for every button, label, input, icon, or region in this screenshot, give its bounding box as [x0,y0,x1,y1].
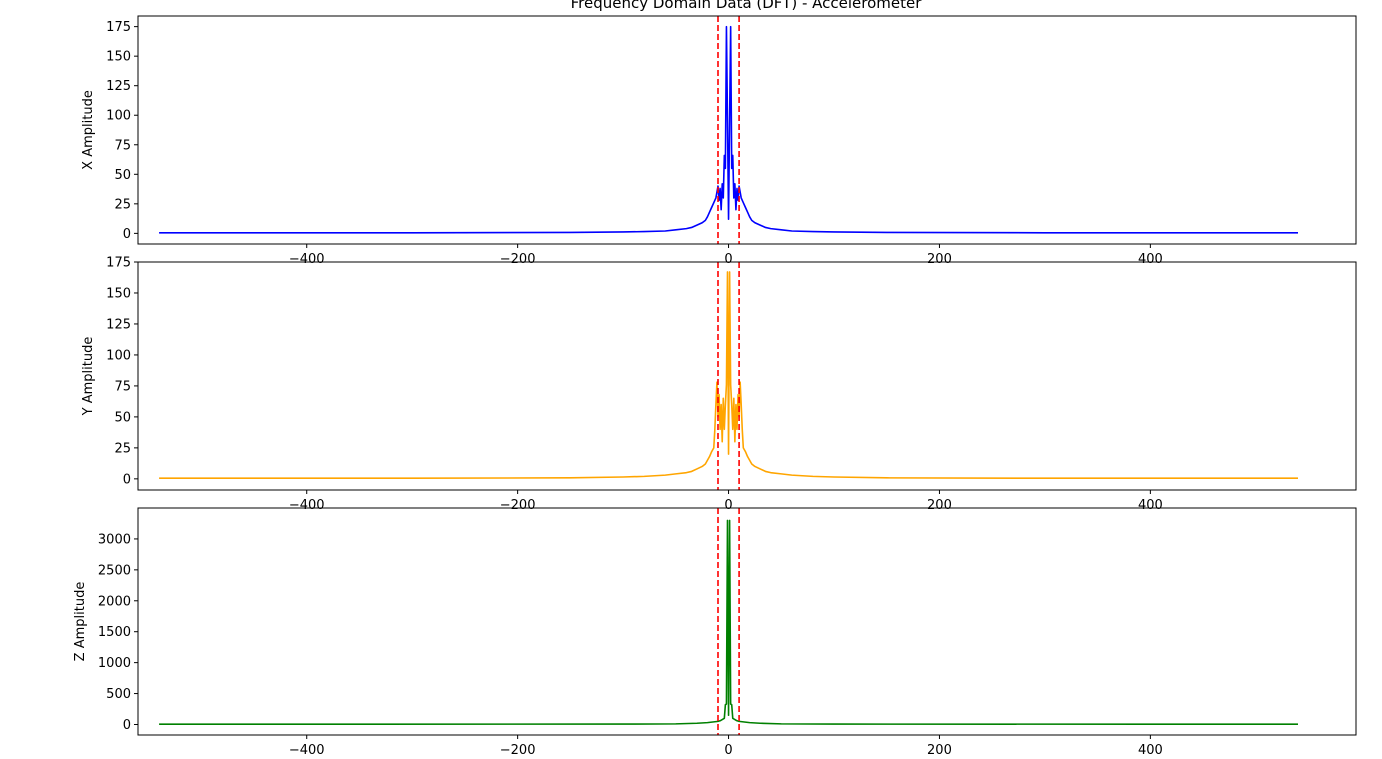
y-axis-label-1: X Amplitude [81,90,96,170]
y-tick-label: 1000 [98,656,131,671]
x-tick-label: 200 [927,743,952,758]
y-tick-label: 25 [114,197,131,212]
y-tick-label: 2000 [98,594,131,609]
panel-1: 0 25 50 75 100 125 150 175 −400 −200 0 200 400 X Ampl… [81,15,1357,267]
y-tick-label: 0 [123,718,131,733]
x-tick-label: 200 [927,498,952,513]
y-tick-label: 3000 [98,532,131,547]
x-tick-label: 400 [1138,743,1163,758]
x-tick-label: −200 [500,498,536,513]
y-tick-label: 100 [106,348,131,363]
panel-2: 0 25 50 75 100 125 150 175 −400 −200 0 200 400 Y Ampl… [81,256,1357,513]
x-tick-label: 400 [1138,498,1163,513]
y-tick-label: 0 [123,472,131,487]
panels-container: 0 25 50 75 100 125 150 175 −400 −200 0 200 400 X Ampl… [73,15,1357,758]
y-tick-label: 125 [106,317,131,332]
x-tick-label: −400 [289,498,325,513]
y-tick-label: 150 [106,50,131,65]
y-tick-label: 125 [106,79,131,94]
y-tick-label: 75 [114,379,131,394]
y-tick-label: 25 [114,441,131,456]
x-tick-label: 0 [724,252,732,267]
y-tick-label: 175 [106,20,131,35]
y-axis-label-2: Y Amplitude [81,337,96,417]
x-tick-label: −200 [500,252,536,267]
x-tick-label: 0 [724,498,732,513]
axes-frame-2 [137,261,1357,491]
y-tick-label: 0 [123,227,131,242]
series-line-2 [159,271,1298,480]
chart-title: Frequency Domain Data (DFT) - Accelerome… [571,0,923,12]
y-tick-label: 175 [106,256,131,271]
axes-frame-1 [137,15,1357,245]
y-tick-label: 50 [114,168,131,183]
y-tick-label: 50 [114,410,131,425]
axes-frame-3 [137,507,1357,736]
y-axis-label-3: Z Amplitude [73,582,88,662]
series-line-1 [159,25,1298,234]
y-tick-label: 75 [114,138,131,153]
series-line-3 [159,519,1299,725]
x-tick-label: 400 [1138,252,1163,267]
x-tick-label: −400 [289,743,325,758]
x-tick-label: −200 [500,743,536,758]
y-tick-label: 2500 [98,563,131,578]
x-tick-label: 0 [724,743,732,758]
x-tick-label: −400 [289,252,325,267]
panel-3: 0 500 1000 1500 2000 2500 3000 −400 −200 0 200 400 Z… [73,507,1357,758]
y-tick-label: 500 [106,687,131,702]
x-tick-label: 200 [927,252,952,267]
y-tick-label: 150 [106,286,131,301]
y-tick-label: 100 [106,109,131,124]
y-tick-label: 1500 [98,625,131,640]
